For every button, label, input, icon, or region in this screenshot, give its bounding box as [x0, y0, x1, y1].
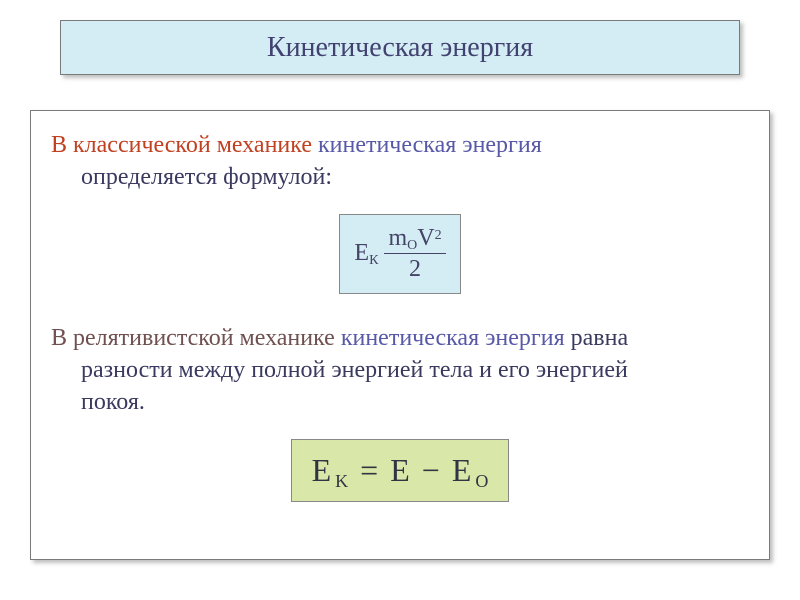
- sym-sq: 2: [435, 228, 442, 243]
- formula1-denominator: 2: [409, 254, 421, 282]
- sym-O-sub: O: [407, 238, 417, 253]
- sym-E-3: E: [452, 452, 472, 489]
- sym-E-2: E: [390, 452, 410, 489]
- formula-classical: EК mOV2 2: [339, 214, 460, 294]
- formula-relativistic: EK = E − EO: [291, 439, 510, 502]
- formula1-lhs: EК: [354, 240, 378, 267]
- title-box: Кинетическая энергия: [60, 20, 740, 75]
- text-kinetic-2: кинетическая энергия: [341, 325, 565, 351]
- text-rel-intro: В релятивистской механике: [51, 325, 341, 351]
- formula1-fraction: mOV2 2: [384, 225, 445, 283]
- paragraph-classical: В классической механике кинетическая эне…: [51, 129, 749, 194]
- sym-E-1: E: [312, 452, 332, 489]
- text-classical-rest: определяется формулой:: [51, 161, 749, 193]
- sym-minus: −: [422, 452, 440, 489]
- page-title: Кинетическая энергия: [267, 32, 533, 64]
- sym-V: V: [417, 225, 434, 251]
- text-kinetic-1: кинетическая энергия: [318, 132, 542, 158]
- formula-classical-wrap: EК mOV2 2: [51, 214, 749, 294]
- content-box: В классической механике кинетическая эне…: [30, 110, 770, 560]
- sym-K-sub-2: K: [335, 471, 348, 492]
- text-rel-rest1: равна: [565, 325, 628, 351]
- sym-K-sub: К: [369, 253, 378, 269]
- text-rel-rest3: покоя.: [51, 386, 749, 418]
- sym-eq: =: [360, 452, 378, 489]
- formula1-numerator: mOV2: [384, 225, 445, 254]
- formula-relativistic-wrap: EK = E − EO: [51, 439, 749, 502]
- sym-O-sub-2: O: [475, 471, 488, 492]
- sym-m: m: [388, 225, 407, 251]
- paragraph-relativistic: В релятивистской механике кинетическая э…: [51, 322, 749, 419]
- text-rel-rest2: разности между полной энергией тела и ег…: [51, 354, 749, 386]
- text-classical-intro: В классической механике: [51, 132, 318, 158]
- sym-E: E: [354, 240, 369, 267]
